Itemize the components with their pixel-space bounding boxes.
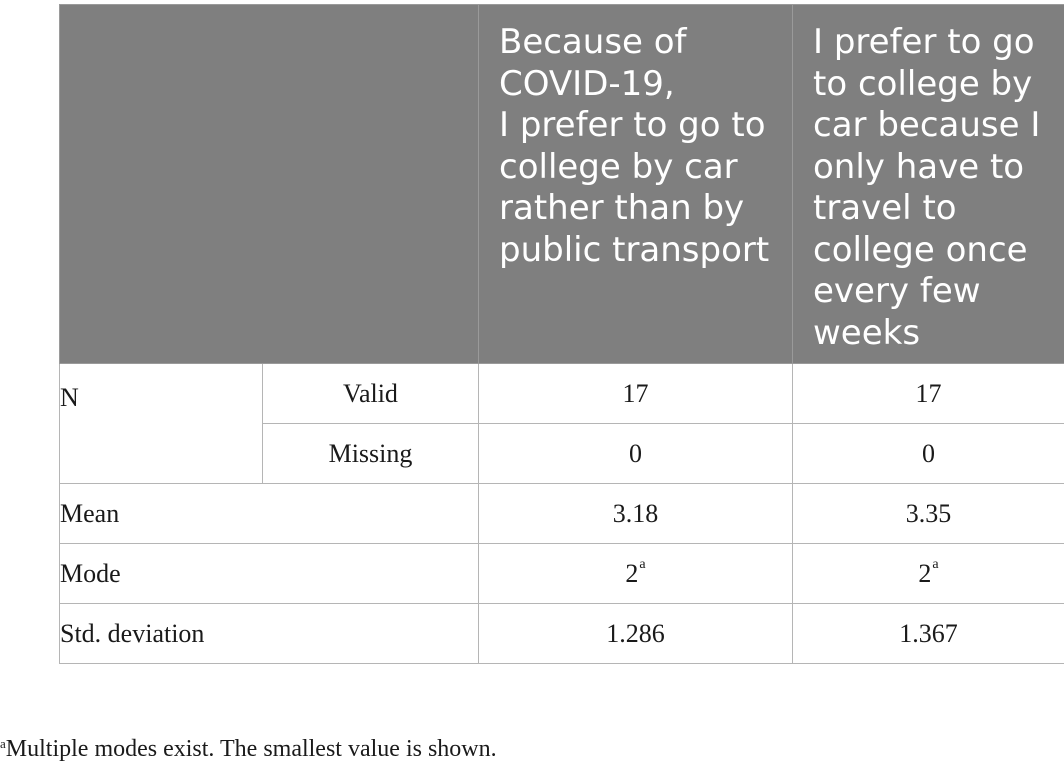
table-row-valid: N Valid 17 17 bbox=[59, 363, 1064, 484]
table-header-row: Because of COVID-19, I prefer to go to c… bbox=[59, 4, 1064, 364]
row-label-mean: Mean bbox=[59, 483, 479, 544]
header-empty-cell bbox=[59, 4, 479, 364]
row-label-n: N bbox=[59, 363, 263, 484]
cell-mode-col3: 2a bbox=[478, 543, 793, 604]
cell-mode-col4: 2a bbox=[792, 543, 1064, 604]
table-row-mode: Mode 2a 2a bbox=[59, 543, 1064, 604]
cell-valid-col3: 17 bbox=[478, 363, 793, 424]
row-label-mode: Mode bbox=[59, 543, 479, 604]
row-label-std: Std. deviation bbox=[59, 603, 479, 664]
cell-std-col3: 1.286 bbox=[478, 603, 793, 664]
mode-value: 2 bbox=[625, 558, 639, 588]
cell-valid-col4: 17 bbox=[792, 363, 1064, 424]
mode-value: 2 bbox=[918, 558, 932, 588]
footnote-mark: a bbox=[639, 556, 646, 572]
cell-std-col4: 1.367 bbox=[792, 603, 1064, 664]
cell-missing-col4: 0 bbox=[792, 423, 1064, 484]
table-row-std: Std. deviation 1.286 1.367 bbox=[59, 603, 1064, 664]
row-sublabel-missing: Missing bbox=[262, 423, 479, 484]
footnote-text: Multiple modes exist. The smallest value… bbox=[5, 736, 497, 762]
table-footnote: aMultiple modes exist. The smallest valu… bbox=[0, 736, 497, 763]
table-row-mean: Mean 3.18 3.35 bbox=[59, 483, 1064, 544]
row-sublabel-valid: Valid bbox=[262, 363, 479, 424]
statistics-table: Because of COVID-19, I prefer to go to c… bbox=[59, 4, 1064, 664]
cell-mean-col4: 3.35 bbox=[792, 483, 1064, 544]
header-travel-frequency-preference: I prefer to go to college by car because… bbox=[792, 4, 1064, 364]
cell-mean-col3: 3.18 bbox=[478, 483, 793, 544]
header-covid-car-preference: Because of COVID-19, I prefer to go to c… bbox=[478, 4, 793, 364]
footnote-mark: a bbox=[932, 556, 939, 572]
footnote-mark: a bbox=[0, 736, 6, 751]
table-row-missing: Missing 0 0 bbox=[60, 423, 1064, 484]
cell-missing-col3: 0 bbox=[478, 423, 793, 484]
